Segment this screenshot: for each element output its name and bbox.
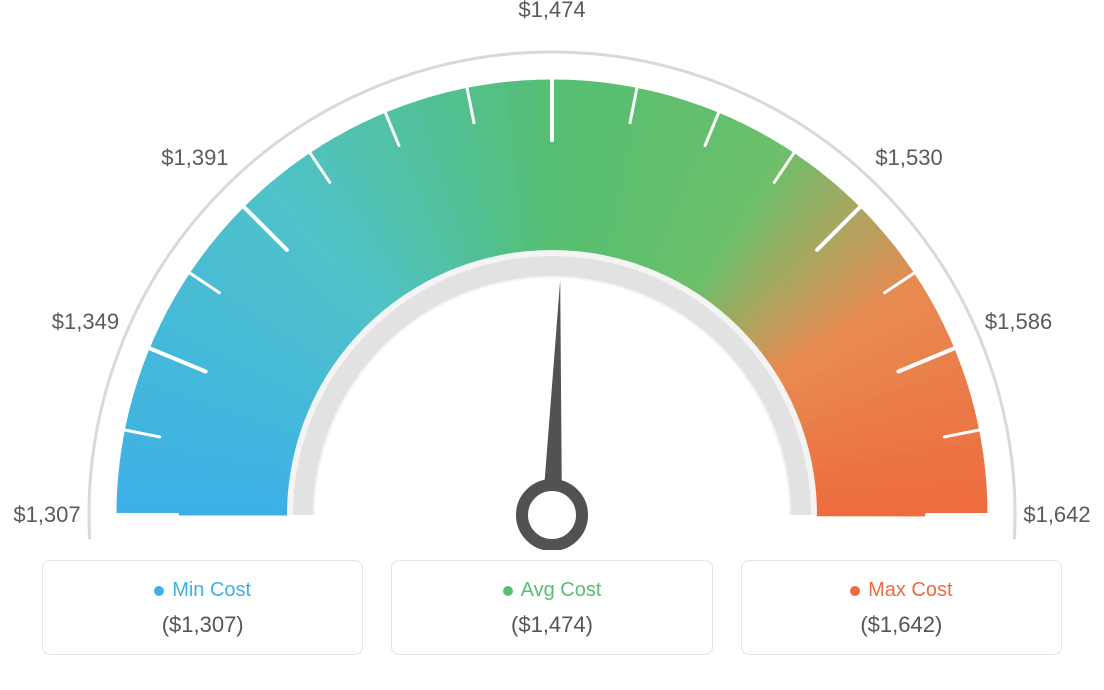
gauge-svg [22,10,1082,550]
max-cost-title-row: Max Cost [754,579,1049,602]
max-dot-icon [850,586,860,596]
gauge-tick-label: $1,642 [1023,502,1090,528]
min-cost-title: Min Cost [172,579,251,602]
gauge-tick-label: $1,349 [52,309,119,335]
gauge-tick-label: $1,530 [875,145,942,171]
avg-cost-card: Avg Cost ($1,474) [391,560,712,655]
max-cost-card: Max Cost ($1,642) [741,560,1062,655]
min-cost-card: Min Cost ($1,307) [42,560,363,655]
max-cost-title: Max Cost [868,579,952,602]
max-cost-value: ($1,642) [754,612,1049,638]
avg-cost-title: Avg Cost [521,579,602,602]
min-cost-value: ($1,307) [55,612,350,638]
summary-cards: Min Cost ($1,307) Avg Cost ($1,474) Max … [42,560,1062,655]
min-cost-title-row: Min Cost [55,579,350,602]
min-dot-icon [154,586,164,596]
gauge-tick-label: $1,307 [13,502,80,528]
gauge-tick-label: $1,391 [161,145,228,171]
avg-cost-title-row: Avg Cost [404,579,699,602]
gauge-area: $1,307$1,349$1,391$1,474$1,530$1,586$1,6… [22,10,1082,550]
gauge-tick-label: $1,586 [985,309,1052,335]
avg-dot-icon [503,586,513,596]
gauge-tick-label: $1,474 [518,0,585,23]
avg-cost-value: ($1,474) [404,612,699,638]
gauge-cost-chart: $1,307 $1,349 $1,391 $1,474 $1,530 $1,586 $1,6… [0,0,1104,690]
